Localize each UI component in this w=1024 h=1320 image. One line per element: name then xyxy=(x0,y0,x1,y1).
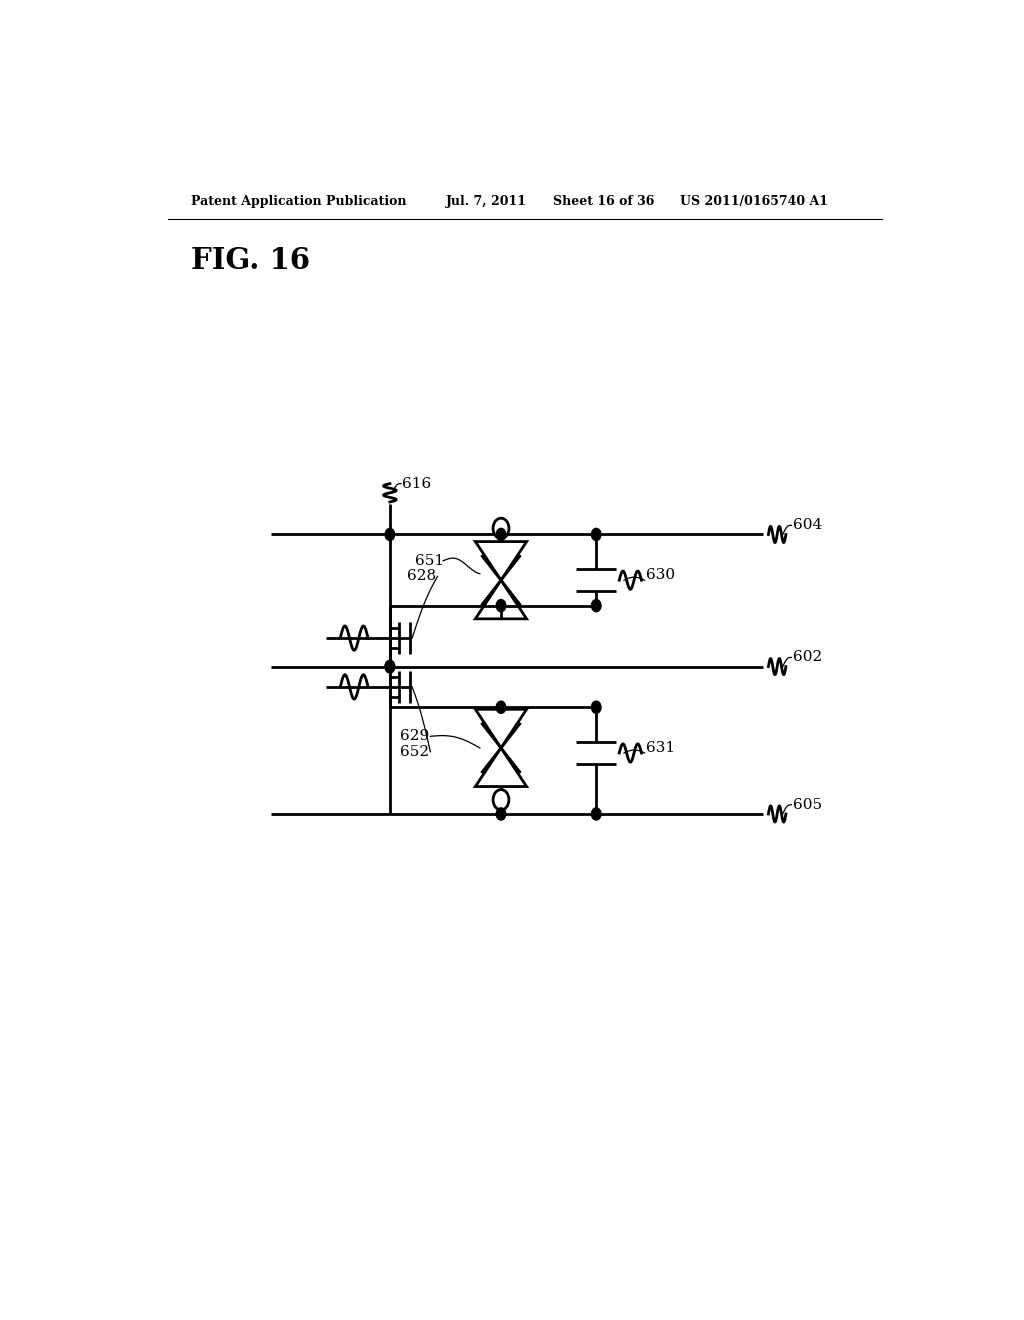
Circle shape xyxy=(592,701,601,713)
Circle shape xyxy=(385,660,394,673)
Circle shape xyxy=(592,528,601,541)
Text: US 2011/0165740 A1: US 2011/0165740 A1 xyxy=(680,194,827,207)
Text: 616: 616 xyxy=(401,477,431,491)
Circle shape xyxy=(497,599,506,611)
Text: 604: 604 xyxy=(793,519,822,532)
Text: 628: 628 xyxy=(408,569,436,583)
Text: 651: 651 xyxy=(416,554,444,568)
Text: FIG. 16: FIG. 16 xyxy=(191,246,310,275)
Circle shape xyxy=(592,808,601,820)
Circle shape xyxy=(385,660,394,673)
Text: 629: 629 xyxy=(400,730,429,743)
Circle shape xyxy=(385,660,394,673)
Circle shape xyxy=(385,528,394,541)
Circle shape xyxy=(497,701,506,713)
Circle shape xyxy=(497,808,506,820)
Text: 630: 630 xyxy=(646,568,676,582)
Text: Sheet 16 of 36: Sheet 16 of 36 xyxy=(553,194,654,207)
Text: 602: 602 xyxy=(793,651,822,664)
Circle shape xyxy=(592,599,601,611)
Text: 652: 652 xyxy=(400,744,429,759)
Circle shape xyxy=(497,528,506,541)
Text: 605: 605 xyxy=(793,797,822,812)
Circle shape xyxy=(494,789,509,810)
Circle shape xyxy=(494,519,509,539)
Text: Jul. 7, 2011: Jul. 7, 2011 xyxy=(445,194,526,207)
Text: 631: 631 xyxy=(646,741,676,755)
Text: Patent Application Publication: Patent Application Publication xyxy=(191,194,407,207)
